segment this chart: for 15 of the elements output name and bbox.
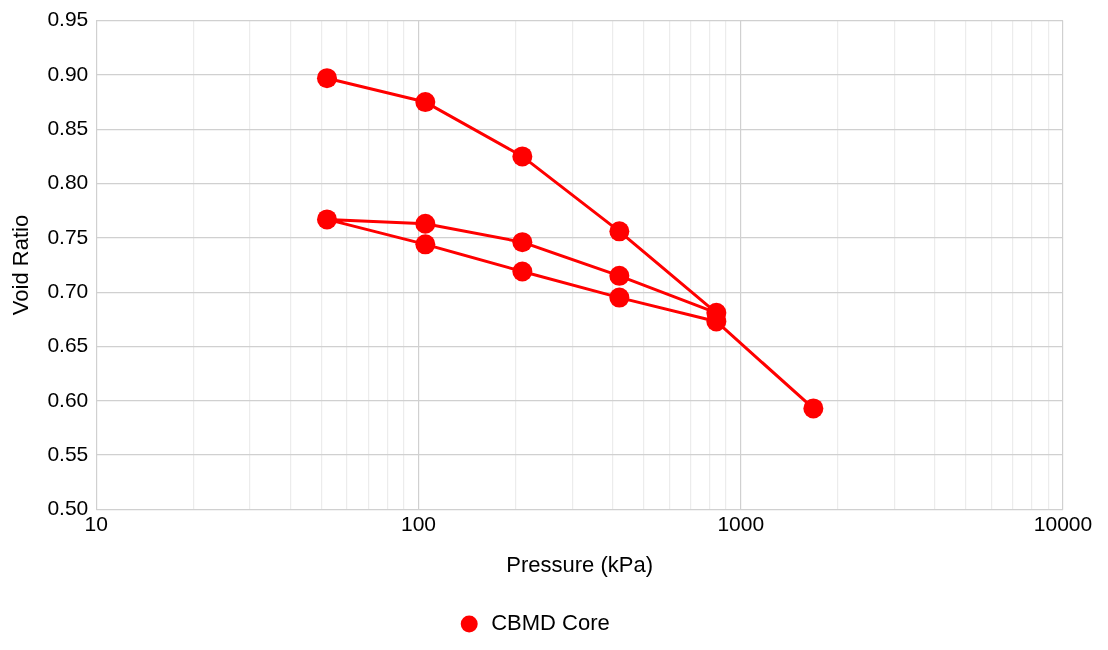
y-tick-label: 0.75 — [47, 224, 89, 248]
y-tick-label: 0.90 — [47, 61, 89, 85]
x-tick-label: 1000 — [717, 511, 765, 535]
y-tick-label: 0.65 — [47, 333, 89, 357]
legend-label: CBMD Core — [491, 610, 610, 636]
y-tick-label: 0.70 — [47, 278, 89, 302]
x-tick-label: 10000 — [1033, 511, 1093, 535]
x-axis-title: Pressure (kPa) — [506, 551, 653, 577]
y-tick-label: 0.95 — [47, 7, 89, 31]
y-tick-label: 0.55 — [47, 441, 89, 465]
y-tick-label: 0.60 — [47, 387, 89, 411]
x-tick-label: 100 — [400, 511, 437, 535]
y-tick-label: 0.80 — [47, 170, 89, 194]
y-axis-title: Void Ratio — [8, 214, 34, 316]
y-tick-label: 0.85 — [47, 116, 89, 140]
